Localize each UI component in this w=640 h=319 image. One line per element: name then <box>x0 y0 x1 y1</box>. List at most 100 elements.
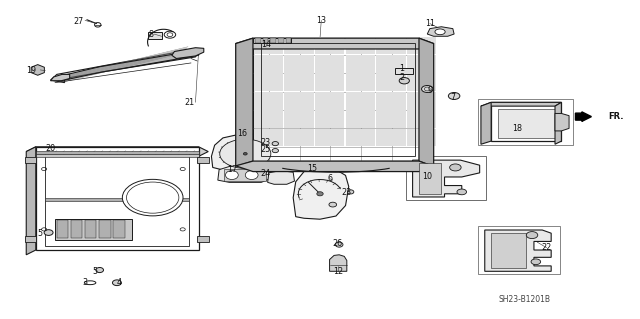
Text: 23: 23 <box>260 137 271 146</box>
Bar <box>255 38 260 43</box>
Bar <box>407 110 436 128</box>
Polygon shape <box>428 27 454 36</box>
Bar <box>478 99 573 145</box>
Text: 19: 19 <box>26 66 36 75</box>
Polygon shape <box>51 74 70 81</box>
Bar <box>315 92 344 110</box>
Polygon shape <box>172 48 204 58</box>
Polygon shape <box>330 255 347 271</box>
Ellipse shape <box>399 78 410 84</box>
Ellipse shape <box>329 202 337 207</box>
Bar <box>315 129 344 146</box>
Bar <box>284 110 314 128</box>
Bar <box>497 109 555 138</box>
Text: 5: 5 <box>93 267 98 276</box>
Bar <box>346 110 375 128</box>
Bar <box>25 157 36 163</box>
Polygon shape <box>555 102 561 144</box>
Ellipse shape <box>272 142 278 146</box>
Bar <box>396 68 413 74</box>
Polygon shape <box>253 38 419 161</box>
Polygon shape <box>293 168 349 219</box>
Polygon shape <box>218 167 270 182</box>
Text: FR.: FR. <box>609 112 624 121</box>
Bar <box>113 220 125 238</box>
Bar <box>315 73 344 91</box>
Ellipse shape <box>449 93 460 100</box>
Polygon shape <box>419 38 434 167</box>
Text: 18: 18 <box>512 124 522 133</box>
Bar <box>197 236 209 242</box>
Bar <box>253 73 283 91</box>
Bar <box>346 73 375 91</box>
Bar <box>376 73 406 91</box>
Polygon shape <box>484 230 551 271</box>
Polygon shape <box>236 38 253 166</box>
Bar <box>315 37 344 54</box>
Bar <box>99 220 111 238</box>
Ellipse shape <box>225 171 238 180</box>
Bar <box>262 38 268 43</box>
Polygon shape <box>58 51 197 81</box>
Bar <box>346 55 375 73</box>
Text: 27: 27 <box>74 17 84 26</box>
Bar <box>284 129 314 146</box>
Bar <box>346 37 375 54</box>
Polygon shape <box>236 161 434 172</box>
Bar <box>284 92 314 110</box>
Bar <box>346 129 375 146</box>
Bar <box>148 32 162 39</box>
FancyArrow shape <box>575 112 591 122</box>
Text: 20: 20 <box>45 144 56 153</box>
Bar <box>407 92 436 110</box>
Text: 7: 7 <box>451 93 456 102</box>
Bar <box>406 156 486 200</box>
Bar <box>407 129 436 146</box>
Bar <box>270 38 276 43</box>
Ellipse shape <box>96 268 104 272</box>
Ellipse shape <box>220 139 271 168</box>
Bar <box>285 38 291 43</box>
Text: 16: 16 <box>237 129 247 138</box>
Ellipse shape <box>335 242 343 247</box>
Text: 9: 9 <box>428 86 433 95</box>
Polygon shape <box>26 147 208 156</box>
Text: 11: 11 <box>425 19 435 28</box>
Polygon shape <box>26 147 36 255</box>
Bar <box>478 226 560 274</box>
Polygon shape <box>413 160 479 197</box>
Text: 12: 12 <box>333 267 343 276</box>
Bar <box>376 55 406 73</box>
Text: SH23-B1201B: SH23-B1201B <box>499 295 550 304</box>
Text: 24: 24 <box>260 169 271 178</box>
Ellipse shape <box>531 259 541 265</box>
Bar <box>315 110 344 128</box>
Bar <box>71 220 83 238</box>
Bar <box>36 154 198 157</box>
Bar <box>376 110 406 128</box>
Polygon shape <box>31 65 44 75</box>
Bar <box>284 73 314 91</box>
Text: 17: 17 <box>227 165 237 174</box>
Bar <box>376 129 406 146</box>
Text: 3: 3 <box>83 278 88 287</box>
Polygon shape <box>268 171 294 184</box>
Text: 1: 1 <box>399 63 404 72</box>
Text: 22: 22 <box>541 243 552 252</box>
Ellipse shape <box>348 190 354 194</box>
Bar <box>491 233 526 268</box>
Bar <box>284 37 314 54</box>
Bar <box>57 220 68 238</box>
Bar <box>55 219 132 240</box>
Bar <box>85 220 97 238</box>
Ellipse shape <box>245 171 258 180</box>
Polygon shape <box>481 102 491 144</box>
Ellipse shape <box>122 179 183 216</box>
Text: 15: 15 <box>307 164 317 173</box>
Ellipse shape <box>422 85 433 93</box>
Text: 8: 8 <box>149 30 154 39</box>
Ellipse shape <box>243 152 247 155</box>
Bar <box>25 236 36 242</box>
Bar <box>278 38 284 43</box>
Bar <box>253 92 283 110</box>
